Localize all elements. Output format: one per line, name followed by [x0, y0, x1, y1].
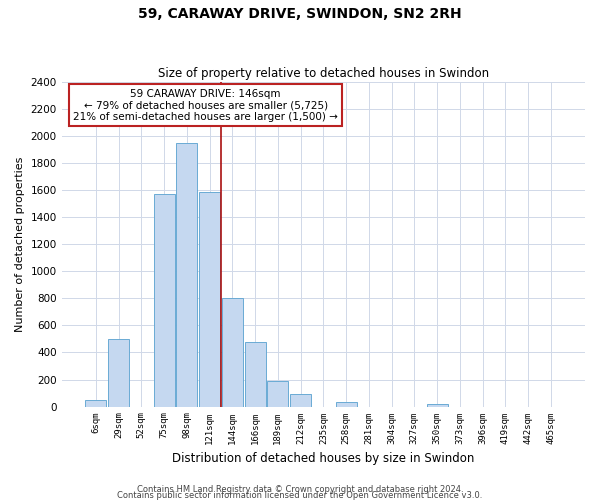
Bar	[154, 194, 175, 406]
Bar	[335, 402, 356, 406]
Bar	[222, 298, 243, 406]
Bar	[176, 143, 197, 406]
Y-axis label: Number of detached properties: Number of detached properties	[15, 156, 25, 332]
Text: 59 CARAWAY DRIVE: 146sqm
← 79% of detached houses are smaller (5,725)
21% of sem: 59 CARAWAY DRIVE: 146sqm ← 79% of detach…	[73, 88, 338, 122]
Bar	[85, 400, 106, 406]
Bar	[268, 381, 289, 406]
Bar	[290, 394, 311, 406]
Text: Contains HM Land Registry data © Crown copyright and database right 2024.: Contains HM Land Registry data © Crown c…	[137, 484, 463, 494]
Bar	[427, 404, 448, 406]
Title: Size of property relative to detached houses in Swindon: Size of property relative to detached ho…	[158, 66, 489, 80]
Bar	[199, 192, 220, 406]
Text: 59, CARAWAY DRIVE, SWINDON, SN2 2RH: 59, CARAWAY DRIVE, SWINDON, SN2 2RH	[138, 8, 462, 22]
Bar	[108, 339, 129, 406]
Text: Contains public sector information licensed under the Open Government Licence v3: Contains public sector information licen…	[118, 490, 482, 500]
Bar	[245, 342, 266, 406]
X-axis label: Distribution of detached houses by size in Swindon: Distribution of detached houses by size …	[172, 452, 475, 465]
